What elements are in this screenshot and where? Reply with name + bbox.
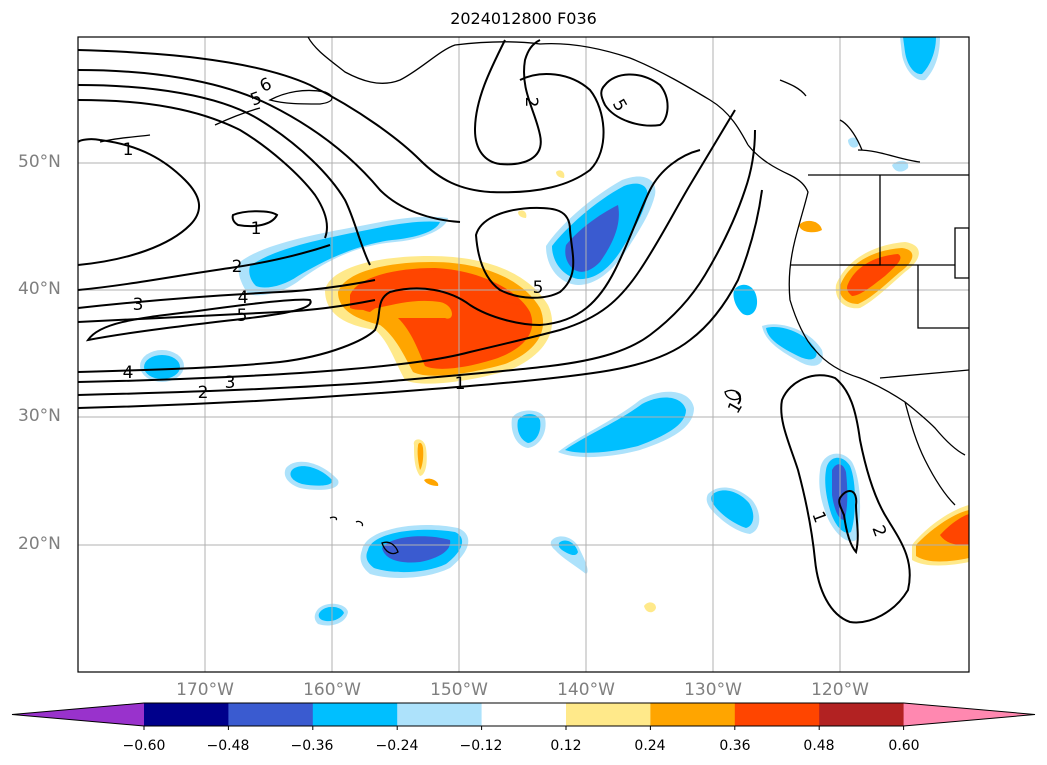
lat-label-40n: 40°N bbox=[18, 279, 61, 299]
colorbar-bin bbox=[819, 703, 905, 726]
lon-label-140w: 140°W bbox=[557, 680, 615, 700]
colorbar-tick-label: −0.12 bbox=[459, 738, 503, 754]
coastlines bbox=[99, 37, 969, 555]
colorbar-bin bbox=[481, 703, 567, 726]
lon-label-170w: 170°W bbox=[176, 680, 234, 700]
contour-label: 2 bbox=[198, 383, 209, 403]
contour-label: 4 bbox=[238, 288, 249, 308]
contour-label: 5 bbox=[237, 306, 248, 326]
colorbar-bin bbox=[566, 703, 651, 726]
colorbar-tick-label: 0.48 bbox=[803, 738, 835, 754]
lon-label-130w: 130°W bbox=[684, 680, 742, 700]
colorbar-bin bbox=[397, 703, 483, 726]
lat-label-50n: 50°N bbox=[18, 152, 61, 172]
lon-label-150w: 150°W bbox=[430, 680, 488, 700]
contour-label: 1 bbox=[455, 374, 466, 394]
lon-label-160w: 160°W bbox=[303, 680, 361, 700]
colorbar-tick-label: −0.36 bbox=[290, 738, 334, 754]
contour-label: 4 bbox=[123, 363, 134, 383]
contour-label: 1 bbox=[123, 140, 134, 160]
colorbar-bin bbox=[734, 703, 820, 726]
map-area: 6 5 2 5 1 1 2 4 5 3 4 3 2 1 1 1 2 5 bbox=[78, 37, 969, 672]
colorbar-bin bbox=[650, 703, 736, 726]
colorbar-bin bbox=[228, 703, 314, 726]
colorbar-tick-label: −0.24 bbox=[375, 738, 419, 754]
shaded-fields bbox=[140, 37, 969, 626]
contour-lines bbox=[78, 39, 911, 624]
contour-label: 5 bbox=[533, 278, 544, 298]
colorbar-tick-label: 0.60 bbox=[888, 738, 920, 754]
colorbar-bin bbox=[312, 703, 398, 726]
colorbar-tick-label: −0.48 bbox=[206, 738, 250, 754]
map-title: 2024012800 F036 bbox=[450, 9, 597, 28]
lat-label-30n: 30°N bbox=[18, 406, 61, 426]
contour-label: 3 bbox=[225, 373, 236, 393]
colorbar-extend-high bbox=[903, 703, 1035, 726]
contour-label: 2 bbox=[232, 257, 243, 277]
contour-label: 3 bbox=[133, 295, 144, 315]
colorbar-extend-low bbox=[12, 703, 144, 726]
colorbar-bin bbox=[144, 703, 229, 726]
colorbar-tick-label: 0.36 bbox=[719, 738, 751, 754]
lon-label-120w: 120°W bbox=[811, 680, 869, 700]
lat-label-20n: 20°N bbox=[18, 534, 61, 554]
map-frame bbox=[77, 36, 970, 673]
colorbar-tick-label: −0.60 bbox=[122, 738, 166, 754]
contour-label: 2 bbox=[521, 97, 541, 108]
colorbar bbox=[11, 702, 1036, 730]
colorbar-tick-label: 0.24 bbox=[634, 738, 666, 754]
contour-label: 1 bbox=[251, 219, 262, 239]
colorbar-tick-label: 0.12 bbox=[550, 738, 582, 754]
